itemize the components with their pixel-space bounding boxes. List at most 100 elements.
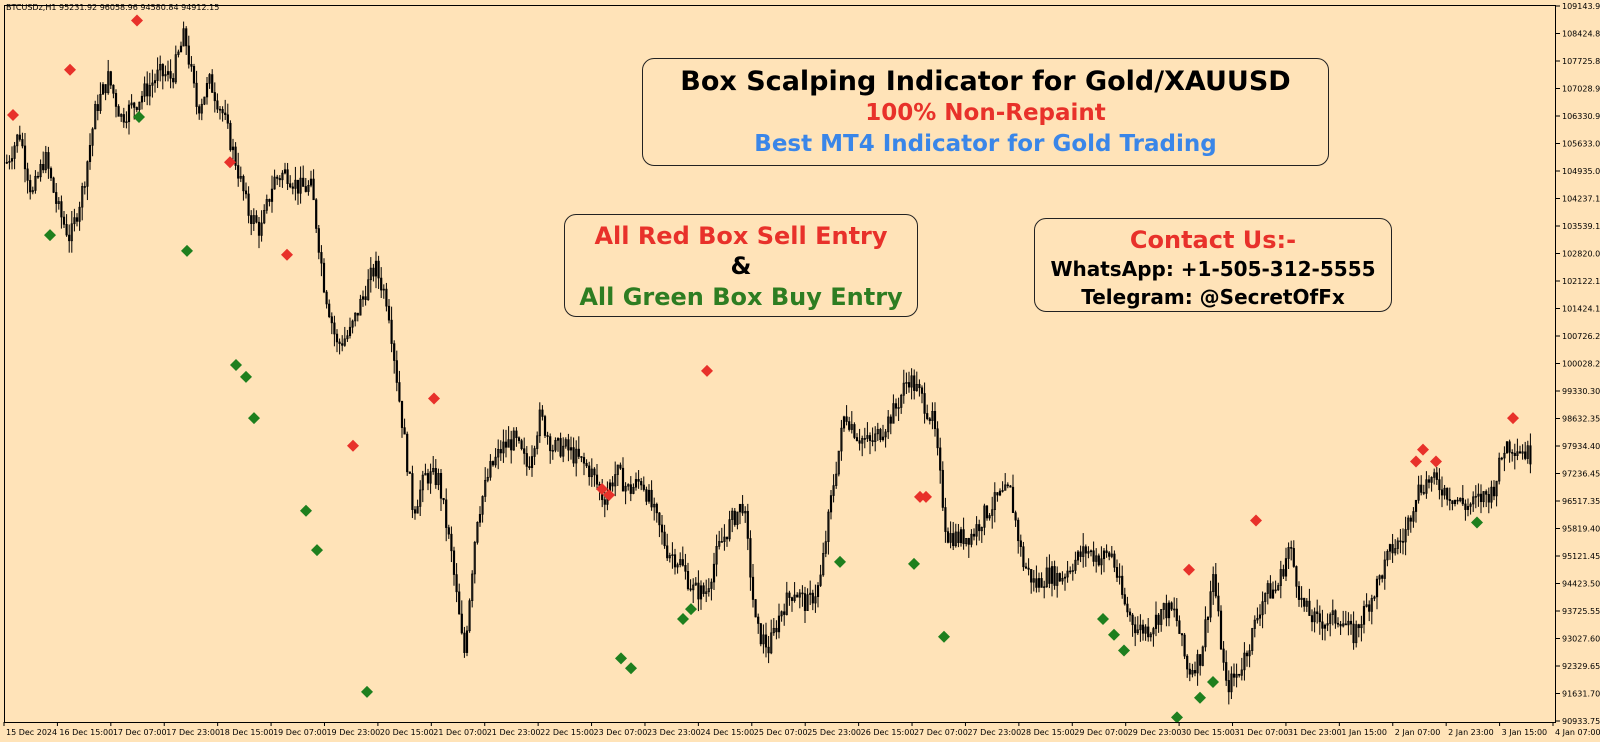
candle [29,174,32,200]
candle [302,165,305,187]
candle [1102,548,1106,573]
x-tick-label: 3 Jan 15:00 [1502,728,1548,737]
x-tick-label: 17 Dec 23:00 [166,728,220,737]
candle [658,512,661,538]
candle [263,204,266,225]
candle [346,329,349,342]
candle [374,251,378,289]
candle [1030,569,1033,594]
candle [432,456,435,475]
candle [1225,650,1228,687]
candle [728,510,731,542]
candle [153,73,157,93]
candle [1134,616,1137,647]
candle [499,440,502,461]
candle [1409,515,1412,533]
candle [1191,663,1194,678]
candle [1040,572,1043,588]
candle [1230,666,1233,700]
candle [1313,607,1316,633]
candle [208,73,211,89]
candle [1472,491,1475,512]
candle [1079,545,1082,563]
candle [481,495,484,523]
candle [504,429,508,458]
candle [473,540,476,584]
candle [1391,533,1394,563]
candle [624,482,627,505]
candle [1066,560,1069,583]
candle [528,456,531,470]
candle [1121,565,1124,599]
candle [1360,615,1363,642]
y-tick-label: 107028.90 [1562,85,1600,94]
candle [1329,612,1332,637]
candle [242,174,245,201]
candle [390,306,393,353]
candle [1357,623,1360,638]
candle [884,429,887,448]
candle [1193,661,1197,677]
candle [218,105,222,120]
candle [354,312,357,327]
candle [252,208,255,231]
x-tick-label: 29 Dec 23:00 [1128,728,1182,737]
candle [616,464,619,487]
candle [1251,627,1254,655]
candle [845,405,848,426]
candle [283,162,287,175]
x-tick-label: 20 Dec 15:00 [380,728,434,737]
candle [681,546,684,567]
candle [1529,433,1532,474]
candle [515,427,518,447]
x-tick-label: 30 Dec 15:00 [1181,728,1235,737]
price-axis[interactable]: 109143.95 108424.80 107725.85 107028.90 1063… [1556,2,1600,726]
entry-rules-box: All Red Box Sell Entry & All Green Box B… [564,214,918,317]
candle [1526,440,1529,464]
candle [255,210,258,224]
candle [403,418,406,435]
candle [1157,612,1160,633]
candle [1206,616,1210,633]
candle [114,89,118,118]
candle [198,104,201,120]
candle [549,433,552,464]
candle [866,422,869,442]
candle [1232,663,1236,687]
candle [21,132,24,149]
candle [458,583,461,615]
candle [920,385,924,404]
x-tick-label: 17 Dec 07:00 [113,728,167,737]
candle [182,21,185,47]
subtitle-nonrepaint: 100% Non-Repaint [865,100,1106,126]
y-tick-label: 104935.05 [1562,167,1600,176]
candle [1019,534,1022,557]
candle [1258,604,1262,626]
candle [442,497,445,505]
candle [174,45,177,85]
candle [91,127,94,157]
candle [148,72,151,106]
candle [1082,533,1085,568]
candle [1331,599,1334,626]
candle [1407,515,1410,536]
candle [1032,570,1035,592]
candle [848,416,851,432]
time-axis[interactable]: 15 Dec 2024 16 Dec 15:00 17 Dec 07:00 17 De… [3,722,1600,737]
candle [647,484,651,504]
candle [151,69,154,98]
candle [112,84,115,99]
candle [476,521,479,545]
candle [835,461,838,489]
candle [710,578,713,601]
candle [224,99,227,120]
buy-signal-marker [1097,612,1109,625]
candle [1204,606,1207,652]
candle [1435,467,1438,485]
candle [1417,475,1420,504]
candle [1175,598,1178,627]
candle [286,162,289,190]
candle [60,195,63,229]
